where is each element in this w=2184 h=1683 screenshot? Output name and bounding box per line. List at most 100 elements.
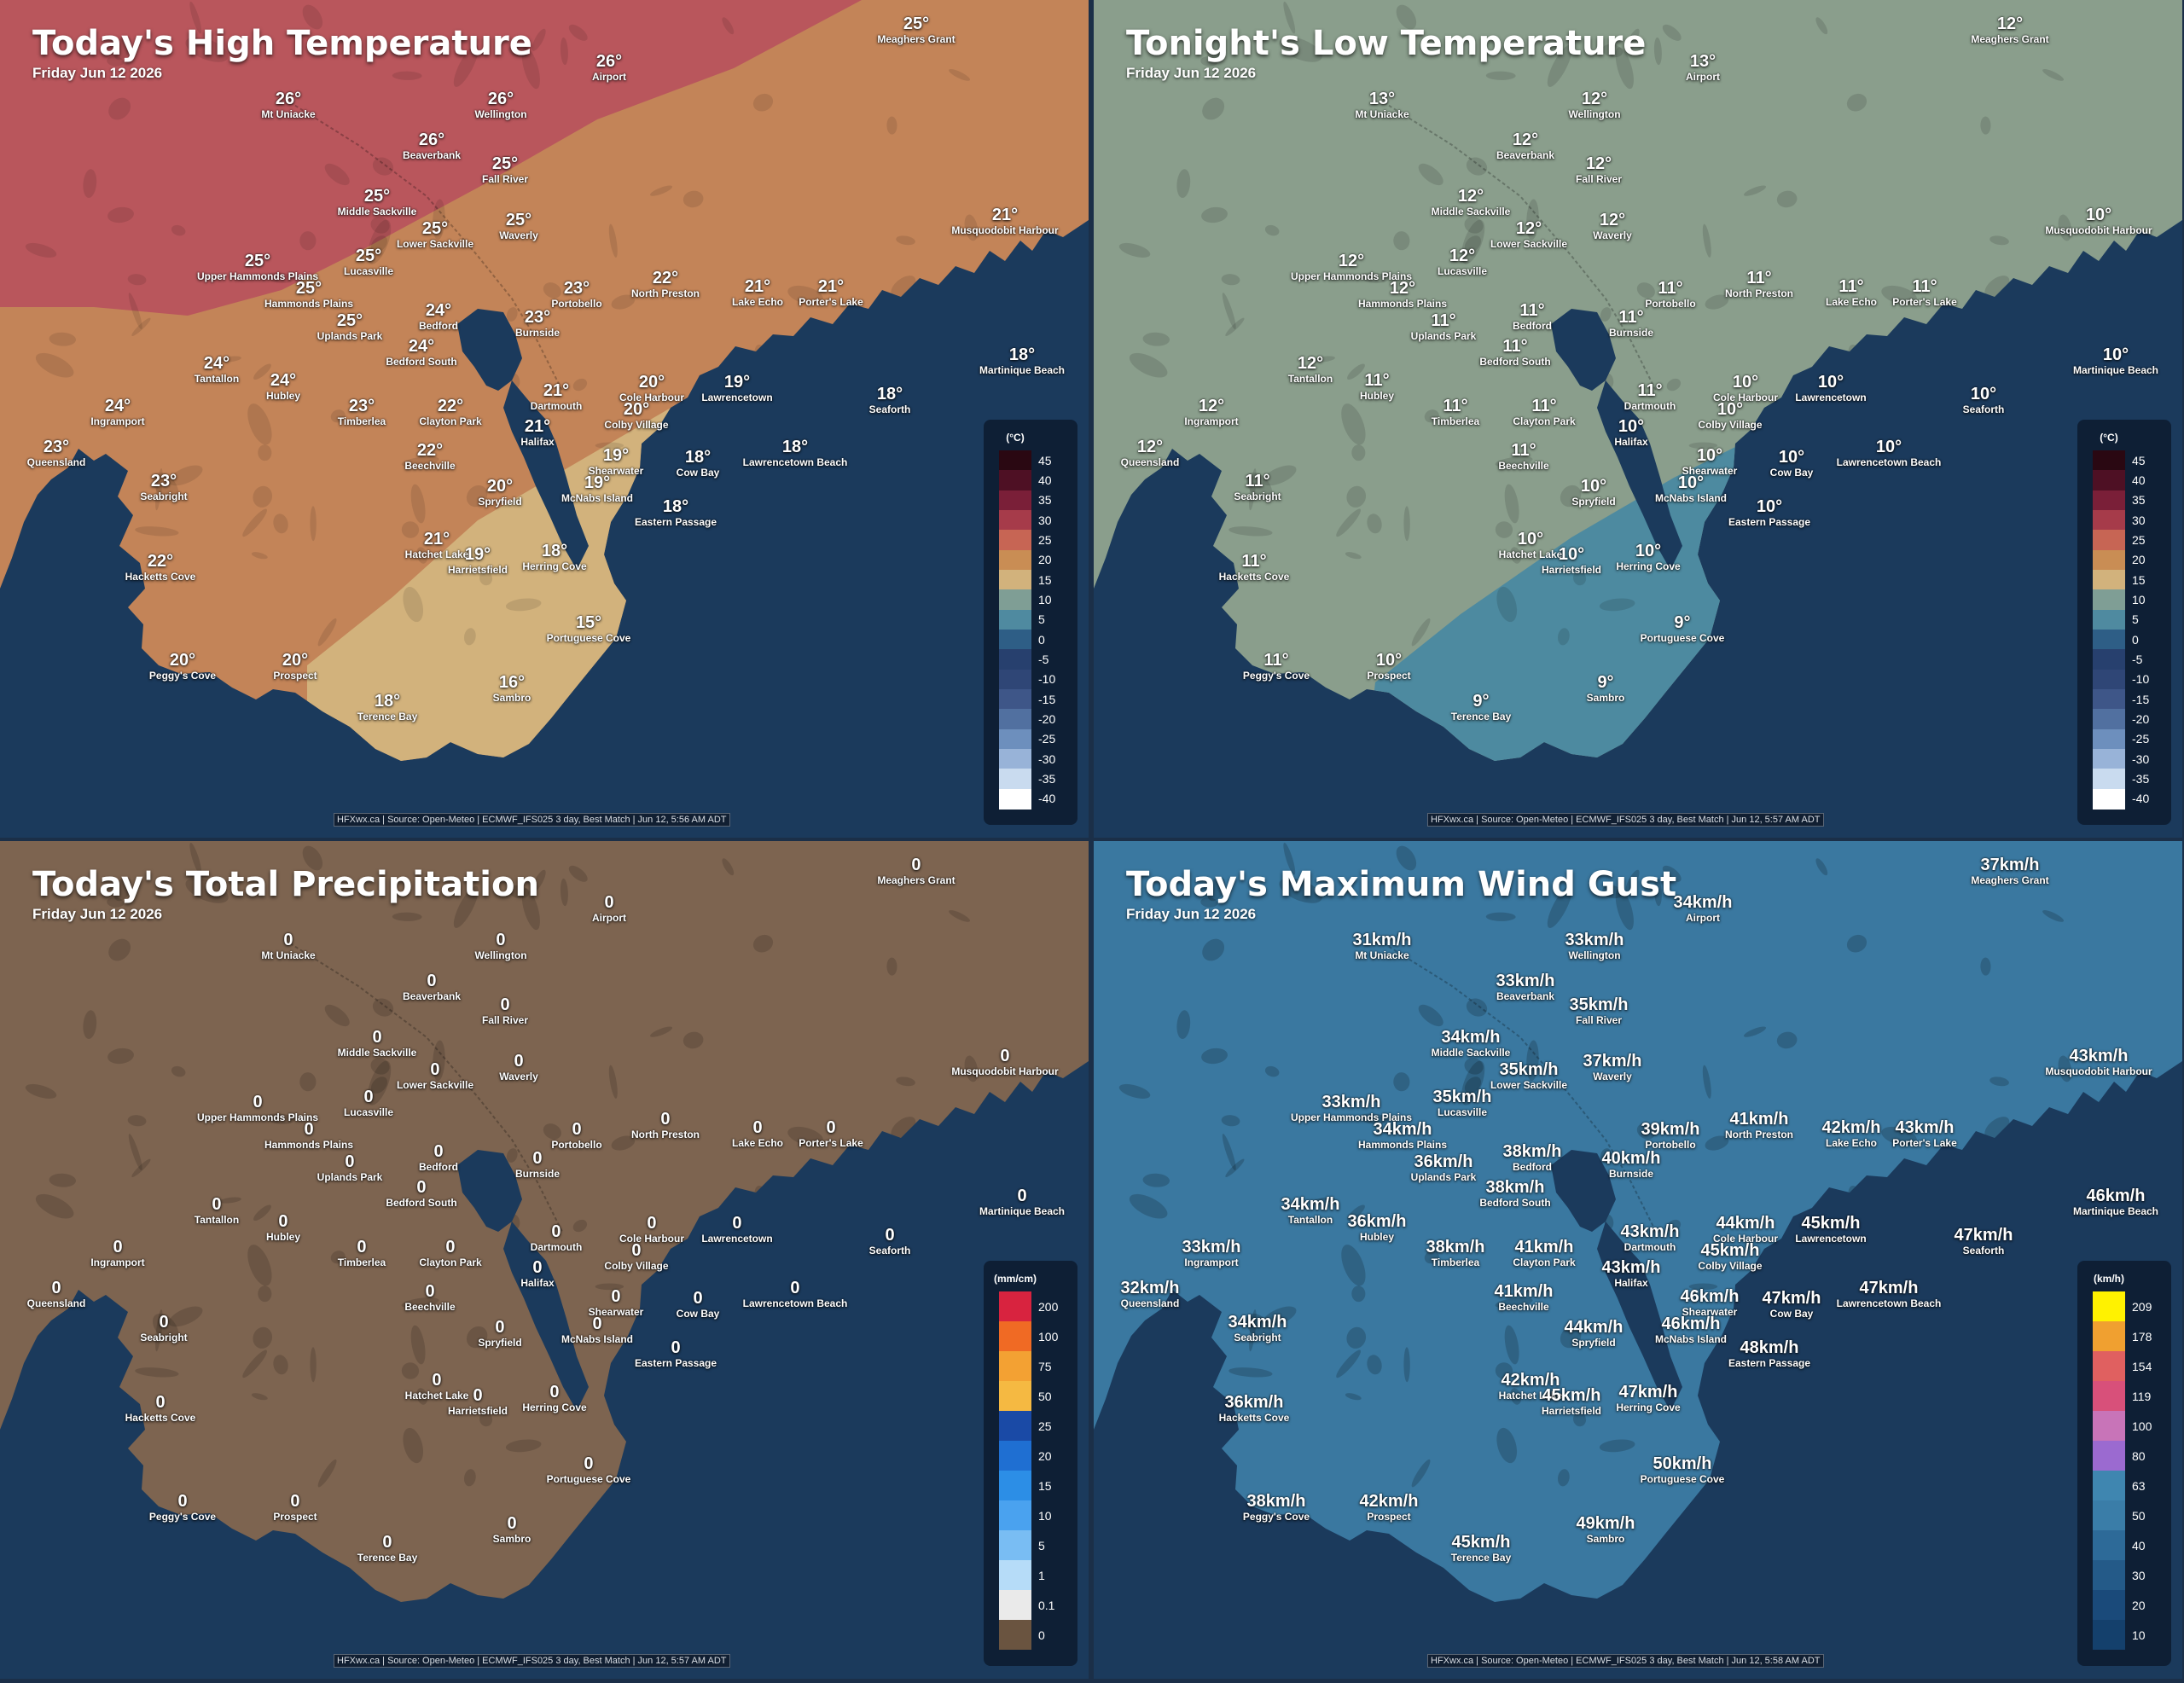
station-label: 11° Uplands Park [1411,312,1477,341]
station-value: 47km/h [1762,1289,1821,1308]
station-name: Queensland [1120,456,1180,468]
lake [1615,47,1634,90]
station-value: 32km/h [1120,1279,1180,1297]
station-value: 42km/h [1821,1118,1881,1137]
station-label: 22° Hacketts Cove [125,553,196,582]
station-value: 38km/h [1485,1178,1545,1197]
station-name: Clayton Park [419,415,482,427]
lake [921,300,962,317]
lake [1351,1285,1366,1303]
lake [1893,1309,1914,1325]
station-value: 25° [244,252,271,270]
station-value: 12° [1297,354,1324,373]
station-label: 0 Seaforth [869,1227,911,1256]
station-label: 0 Halifax [520,1259,554,1288]
lake [433,199,445,241]
lake [650,1026,673,1037]
legend-swatch [999,649,1031,670]
lake [433,1040,445,1082]
station-label: 35km/h Lucasville [1433,1088,1492,1117]
station-value: 0 [693,1289,703,1308]
lake [1702,223,1711,258]
station-value: 26° [595,52,623,71]
legend-swatch [999,769,1031,790]
lake [1341,1245,1366,1286]
lake [1466,157,1488,176]
legend-swatch [999,689,1031,710]
legend-swatch [999,609,1031,630]
station-name: Bedford South [1479,1197,1551,1209]
station-value: 0 [427,972,437,990]
station-name: Lucasville [1437,265,1488,277]
station-value: 10° [1778,448,1805,467]
station-label: 10° Seaforth [1963,386,2005,415]
station-value: 13° [1689,52,1716,71]
lake [155,1309,163,1352]
station-label: 12° Upper Hammonds Plains [1291,252,1412,281]
station-value: 10° [1558,545,1585,564]
lake [1560,1326,1582,1349]
station-name: Colby Village [604,419,669,431]
legend-tick-label: -35 [2132,772,2150,786]
station-value: 12° [1581,90,1608,108]
station-name: Hubley [1359,390,1395,402]
lake [35,352,74,378]
lake [1142,332,1170,346]
legend-tick-label: -5 [2132,653,2143,666]
station-label: 33km/h Beaverbank [1496,972,1555,1001]
legend-tick-label: 25 [1038,1419,1052,1433]
lake [543,282,561,299]
station-value: 11° [1245,472,1270,490]
station-label: 13° Airport [1686,53,1720,82]
station-value: 19° [602,446,630,465]
station-label: 20° Colby Village [604,401,668,430]
station-label: 10° Shearwater [1682,447,1738,476]
lake [1396,845,1417,871]
station-name: Waverly [499,229,538,241]
station-value: 0 [278,1212,288,1231]
station-value: 12° [1585,154,1612,173]
low-temperature-panel: Tonight's Low Temperature Friday Jun 12 2… [1094,0,2182,838]
legend-swatch [2093,709,2125,730]
station-label: 21° Porter's Lake [799,278,863,307]
lake [1599,598,1635,612]
station-label: 18° Terence Bay [357,693,417,722]
legend-swatch [2093,728,2125,750]
bedford-basin [457,309,522,391]
legend-tick-label: 20 [2132,553,2146,567]
station-label: 34km/h Hammonds Plains [1358,1121,1447,1150]
station-label: 0 Lucasville [344,1088,393,1117]
station-value: 0 [290,1492,300,1511]
lake [1495,521,1513,538]
station-label: 12° Fall River [1576,155,1622,184]
station-name: Bedford South [1479,356,1551,368]
lake [1129,1193,1168,1219]
legend-tick-label: 45 [2132,453,2146,467]
station-label: 25° Fall River [482,155,528,184]
station-value: 11° [1746,269,1772,287]
station-value: 25° [336,311,363,330]
legend-tick-label: 0.1 [1038,1598,1055,1612]
station-value: 0 [155,1393,166,1412]
station-label: 50km/h Portuguese Cove [1641,1455,1725,1484]
legend-tick-label: 0 [1038,1628,1045,1642]
station-label: 21° Halifax [520,418,554,447]
station-label: 31km/h Mt Uniacke [1353,931,1412,960]
lake [506,1148,518,1163]
station-label: 26° Wellington [474,90,526,119]
station-name: Shearwater [1682,1306,1738,1318]
lake [370,235,388,252]
legend-tick-label: 25 [2132,533,2146,547]
station-label: 11° Porter's Lake [1892,278,1957,307]
legend-tick-label: 25 [1038,533,1052,547]
legend-swatch [2093,1500,2125,1530]
station-name: Dartmouth [1623,400,1676,412]
station-value: 10° [1716,400,1744,419]
lake [1893,467,1914,484]
lake [1225,1158,1245,1178]
station-label: 12° Middle Sackville [1432,188,1511,217]
lake [799,1309,820,1325]
lake [330,409,346,423]
lake [1993,440,2011,465]
station-name: Bedford South [386,1197,457,1209]
